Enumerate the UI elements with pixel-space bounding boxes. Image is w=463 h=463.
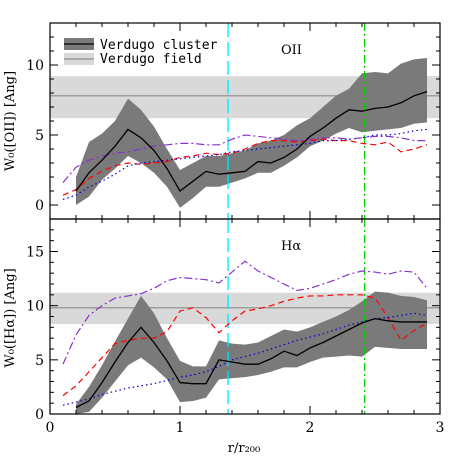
legend-cluster-label: Verdugo cluster — [100, 38, 218, 53]
oii-plot-area: 0 5 10 — [26, 22, 441, 220]
x-tick-label: 1 — [176, 420, 185, 436]
y-tick-label: 10 — [26, 58, 44, 74]
x-tick-label: 2 — [306, 420, 315, 436]
legend-field-label: Verdugo field — [100, 52, 202, 67]
cluster-mean-line — [75, 90, 428, 192]
cluster-mean-line — [75, 317, 427, 409]
x-tick-label: 3 — [436, 420, 445, 436]
y-tick-label: 5 — [35, 128, 44, 144]
plot-clip-group — [50, 23, 440, 219]
x-tick-label: 0 — [46, 420, 55, 436]
oii-panel: 0 5 10 OII Verdugo cluster Verdugo field W… — [3, 22, 441, 220]
y-tick-label: 15 — [26, 245, 44, 261]
series-line-1 — [62, 312, 428, 406]
legend: Verdugo cluster Verdugo field — [64, 38, 218, 67]
y-tick-label: 0 — [35, 198, 44, 214]
oii-panel-label: OII — [281, 43, 302, 58]
halpha-panel: 0 5 10 15 0 1 2 3 Hα W₀([Hα]) [Ang] r/r₂₀₀ — [3, 218, 445, 456]
series-line-1 — [62, 128, 428, 200]
cluster-band — [76, 291, 427, 414]
cluster-band — [76, 58, 427, 208]
y-tick-label: 10 — [26, 299, 44, 315]
series-line-0 — [62, 294, 428, 397]
series-line-2 — [62, 260, 428, 365]
halpha-y-axis-title: W₀([Hα]) [Ang] — [3, 268, 18, 367]
y-tick-label: 5 — [35, 353, 44, 369]
halpha-plot-area: 0 5 10 15 0 1 2 3 — [26, 218, 445, 436]
oii-y-axis-title: W₀([OII]) [Ang] — [3, 71, 18, 171]
x-axis-title: r/r₂₀₀ — [228, 441, 260, 456]
series-line-2 — [62, 134, 427, 183]
y-tick-label: 0 — [35, 407, 44, 423]
series-line-0 — [62, 138, 428, 196]
plot-clip-group — [50, 219, 440, 414]
halpha-panel-label: Hα — [281, 239, 301, 254]
